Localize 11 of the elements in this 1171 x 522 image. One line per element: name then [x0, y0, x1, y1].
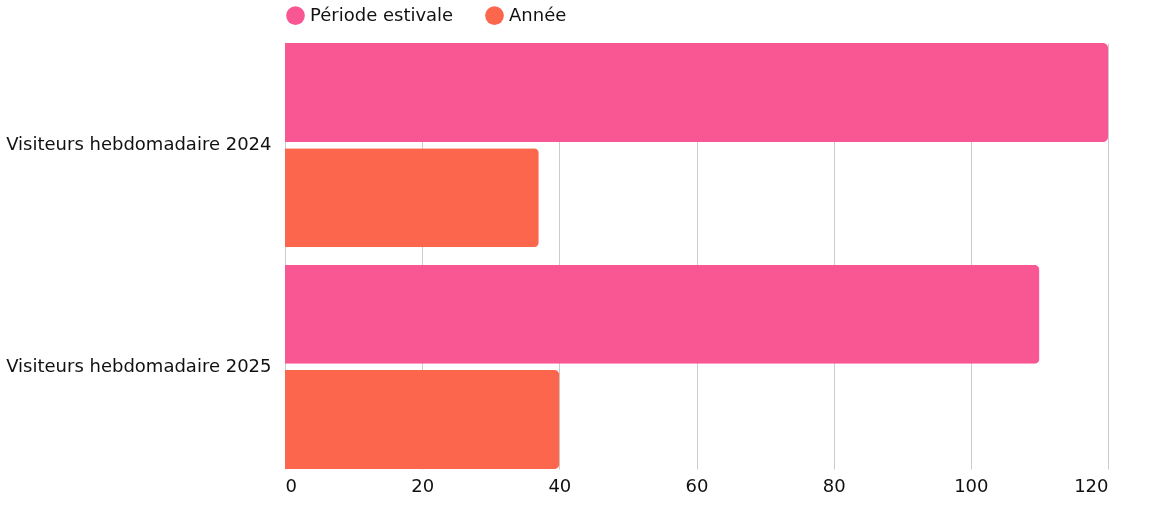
x-tick-label: 80 — [822, 474, 846, 496]
x-tick-label: 60 — [685, 474, 709, 496]
x-tick-label: 40 — [548, 474, 572, 496]
y-tick-label: Visiteurs hebdomadaire 2025 — [6, 354, 272, 376]
x-tick-label: 20 — [411, 474, 435, 496]
x-tick-label: 0 — [285, 474, 297, 496]
legend-label: Période estivale — [310, 3, 454, 25]
legend-label: Année — [509, 3, 567, 25]
y-tick-label: Visiteurs hebdomadaire 2024 — [6, 133, 272, 155]
x-tick-label: 120 — [1074, 474, 1109, 496]
x-tick-label: 100 — [954, 474, 989, 496]
